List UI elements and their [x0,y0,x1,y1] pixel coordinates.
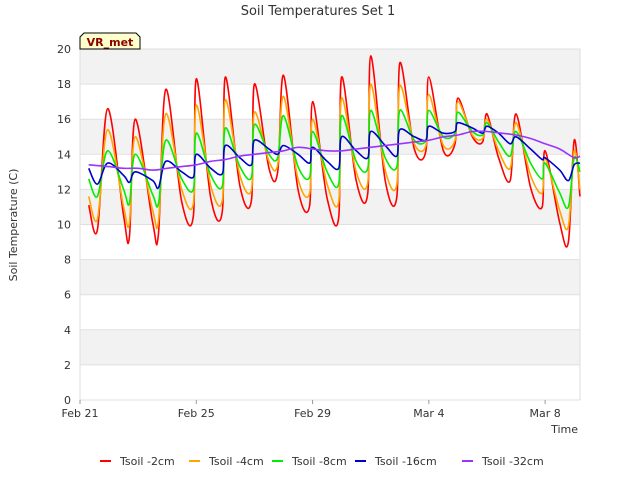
x-axis-label: Time [550,423,578,436]
chart-title: Soil Temperatures Set 1 [241,4,396,19]
x-tick-label: Mar 4 [413,407,444,420]
series-lines [87,55,581,248]
x-tick-label: Mar 8 [529,407,560,420]
y-tick-label: 16 [57,113,71,126]
y-axis-ticks: 0 2 4 6 8 10 12 14 16 18 20 [57,43,71,407]
y-tick-label: 18 [57,78,71,91]
plot-band [80,49,580,85]
y-tick-label: 14 [57,148,71,161]
series-line-2 [87,83,581,231]
series-line-4 [87,121,581,190]
legend-label: Tsoil -2cm [119,455,175,468]
x-axis-ticks: Feb 21 Feb 25 Feb 29 Mar 4 Mar 8 [62,400,561,420]
plot-band [80,329,580,365]
station-badge-label: VR_met [87,36,134,49]
y-tick-label: 6 [64,289,71,302]
legend-label: Tsoil -16cm [374,455,437,468]
y-axis-label: Soil Temperature (C) [7,169,20,282]
x-tick-label: Feb 25 [178,407,215,420]
y-tick-label: 0 [64,394,71,407]
plot-bands [80,49,580,365]
x-tick-label: Feb 21 [62,407,99,420]
y-tick-label: 12 [57,183,71,196]
y-tick-label: 20 [57,43,71,56]
y-tick-label: 4 [64,324,71,337]
legend: Tsoil -2cm Tsoil -4cm Tsoil -8cm Tsoil -16c… [100,455,544,468]
y-tick-label: 8 [64,254,71,267]
x-tick-label: Feb 29 [294,407,331,420]
legend-label: Tsoil -8cm [291,455,347,468]
legend-label: Tsoil -4cm [208,455,264,468]
plot-band [80,119,580,155]
y-tick-label: 10 [57,219,71,232]
legend-label: Tsoil -32cm [481,455,544,468]
station-badge: VR_met [79,32,141,50]
series-line-5 [88,130,581,171]
series-line-1 [87,55,581,248]
y-tick-label: 2 [64,359,71,372]
plot-band [80,259,580,295]
